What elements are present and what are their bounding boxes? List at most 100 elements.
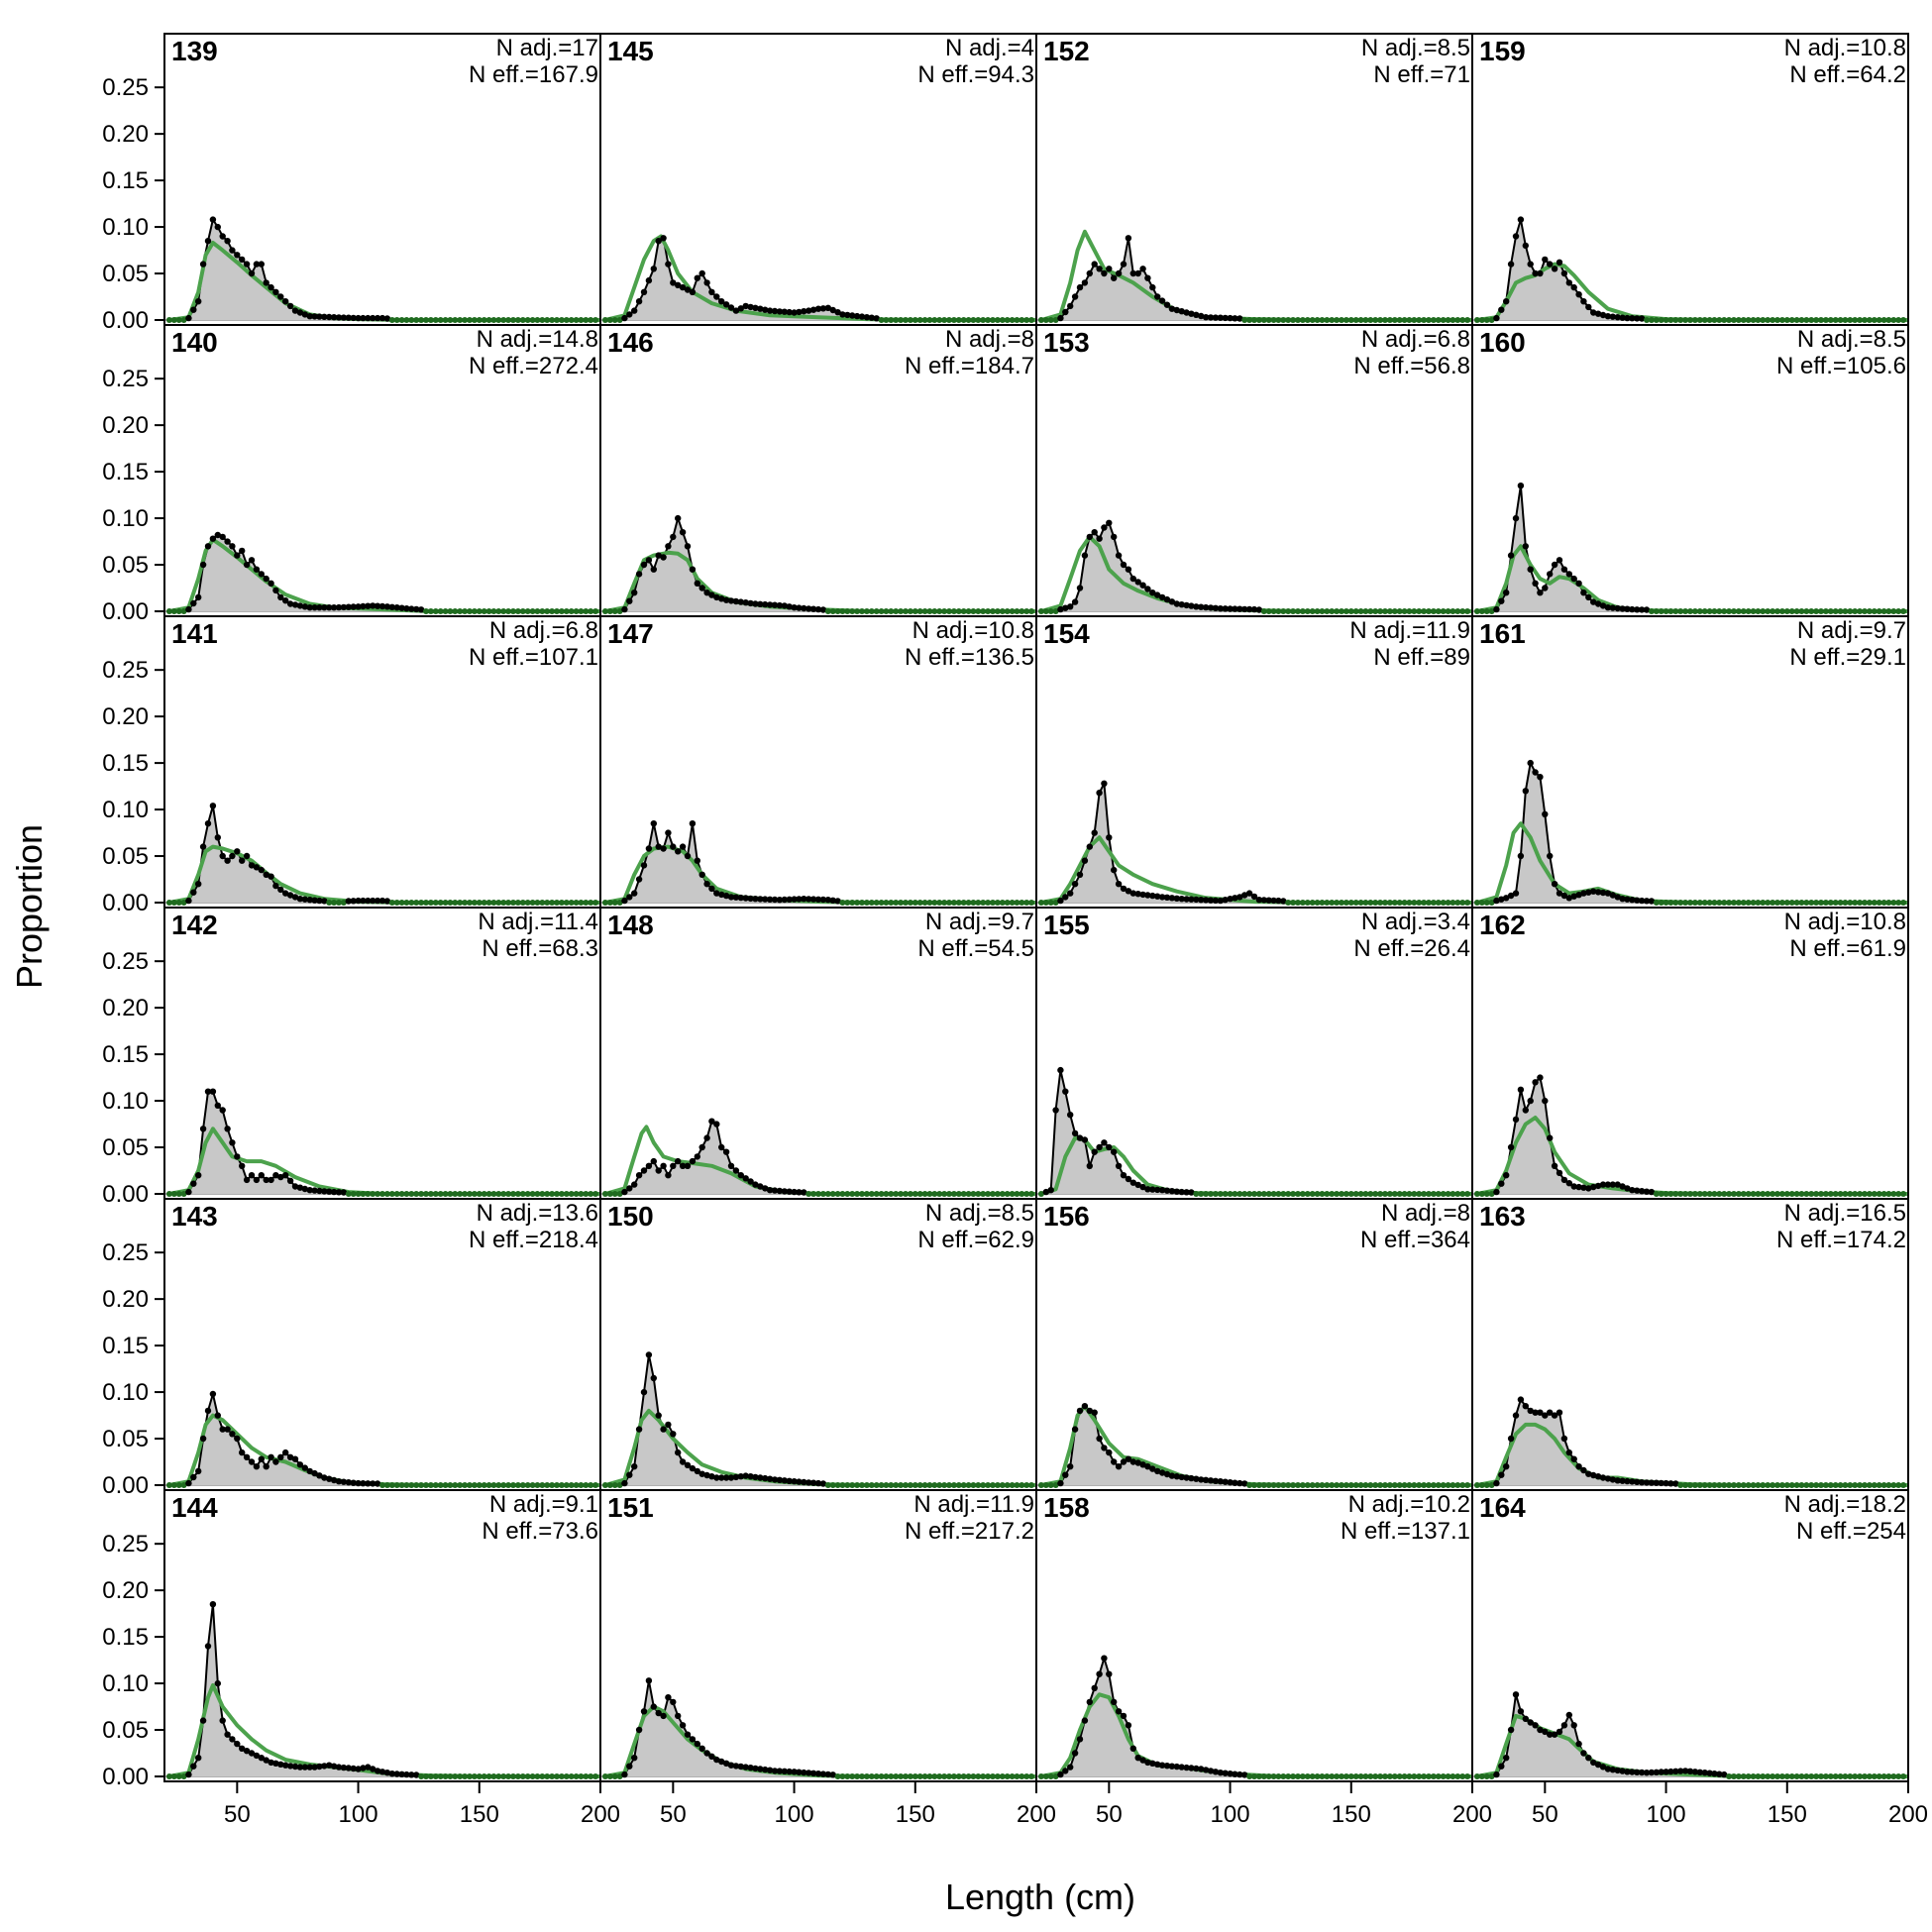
expected-point: [1862, 1191, 1868, 1197]
observed-point: [684, 1461, 692, 1469]
expected-point: [859, 1191, 865, 1197]
expected-point: [388, 900, 395, 906]
expected-point: [1658, 608, 1664, 614]
observed-point: [1212, 604, 1220, 611]
observed-point: [1183, 1189, 1190, 1196]
observed-point: [1507, 261, 1515, 268]
expected-point: [500, 1482, 507, 1488]
expected-point: [1406, 900, 1413, 906]
observed-point: [766, 1767, 774, 1773]
observed-point: [1134, 1181, 1141, 1189]
observed-point: [1255, 897, 1263, 904]
observed-point: [291, 894, 299, 901]
expected-point: [1716, 1191, 1723, 1197]
expected-point: [970, 1482, 977, 1488]
expected-point: [462, 317, 469, 323]
expected-point: [916, 1482, 923, 1488]
expected-point: [398, 317, 405, 323]
expected-point: [505, 1482, 512, 1488]
observed-point: [1241, 605, 1248, 613]
expected-point: [573, 1191, 580, 1197]
expected-point: [379, 1191, 385, 1197]
expected-point: [165, 608, 172, 614]
expected-point: [1329, 900, 1336, 906]
expected-point: [1454, 1482, 1461, 1488]
expected-point: [476, 1191, 483, 1197]
expected-point: [1871, 317, 1878, 323]
expected-point: [573, 608, 580, 614]
expected-point: [1367, 1191, 1374, 1197]
expected-point: [960, 317, 967, 323]
y-tick-label: 0.05: [102, 843, 149, 870]
expected-point: [1842, 900, 1849, 906]
expected-point: [462, 608, 469, 614]
expected-point: [1726, 608, 1733, 614]
observed-point: [219, 1717, 226, 1724]
observed-point: [1101, 269, 1108, 277]
expected-point: [1745, 317, 1752, 323]
observed-point: [1537, 1409, 1544, 1416]
expected-point: [1367, 608, 1374, 614]
observed-point: [296, 602, 304, 609]
observed-point: [1188, 1189, 1195, 1196]
observed-point: [718, 1143, 725, 1151]
observed-point: [684, 1731, 692, 1738]
expected-point: [1372, 1773, 1379, 1779]
x-tick-label: 50: [224, 1801, 251, 1828]
observed-point: [703, 590, 710, 596]
observed-point: [1522, 543, 1530, 550]
n-adj-label: N adj.=10.2: [1348, 1491, 1470, 1518]
observed-point: [1232, 1771, 1238, 1777]
expected-point: [985, 608, 992, 614]
expected-point: [360, 1191, 367, 1197]
observed-point: [796, 1478, 803, 1485]
expected-point: [805, 1191, 812, 1197]
observed-points: [1473, 1074, 1907, 1197]
observed-point: [1091, 529, 1098, 536]
observed-point: [665, 1694, 672, 1701]
y-tick-label: 0.10: [102, 1670, 149, 1697]
observed-point: [1599, 1181, 1607, 1188]
expected-point: [423, 1191, 429, 1197]
panel-146: 146 N adj.=8N eff.=184.7: [599, 324, 1037, 617]
observed-point: [209, 216, 217, 223]
observed-point: [306, 1764, 313, 1771]
observed-point: [1522, 1107, 1530, 1114]
observed-point: [1149, 1465, 1156, 1472]
expected-point: [941, 1191, 948, 1197]
expected-line: [1040, 835, 1472, 905]
expected-point: [1770, 1773, 1776, 1779]
observed-point: [1551, 561, 1558, 569]
observed-point: [185, 1188, 192, 1196]
expected-point: [1808, 900, 1815, 906]
x-tick-label: 100: [339, 1801, 378, 1828]
observed-point: [762, 1474, 769, 1482]
observed-point: [185, 605, 192, 613]
expected-point: [859, 1482, 865, 1488]
observed-point: [670, 1698, 677, 1706]
expected-point: [1396, 1191, 1403, 1197]
observed-point: [1198, 603, 1205, 610]
expected-point: [1382, 1773, 1388, 1779]
expected-point: [549, 608, 556, 614]
observed-point: [185, 314, 192, 322]
expected-point: [926, 900, 933, 906]
expected-point: [539, 1482, 546, 1488]
expected-point: [994, 608, 1001, 614]
expected-point: [1314, 1482, 1321, 1488]
observed-point: [1614, 894, 1621, 901]
expected-point: [408, 1482, 415, 1488]
expected-point: [1411, 317, 1418, 323]
observed-point: [1096, 266, 1103, 272]
expected-point: [1706, 1191, 1713, 1197]
expected-point: [1019, 1191, 1025, 1197]
observed-point: [1619, 1183, 1626, 1190]
expected-point: [1803, 1482, 1810, 1488]
expected-point: [1857, 900, 1864, 906]
observed-point: [781, 1188, 788, 1195]
expected-point: [423, 1773, 429, 1779]
expected-point: [1386, 317, 1393, 323]
observed-point: [1493, 314, 1500, 322]
observed-point: [1503, 1463, 1510, 1470]
observed-point: [640, 1708, 648, 1715]
